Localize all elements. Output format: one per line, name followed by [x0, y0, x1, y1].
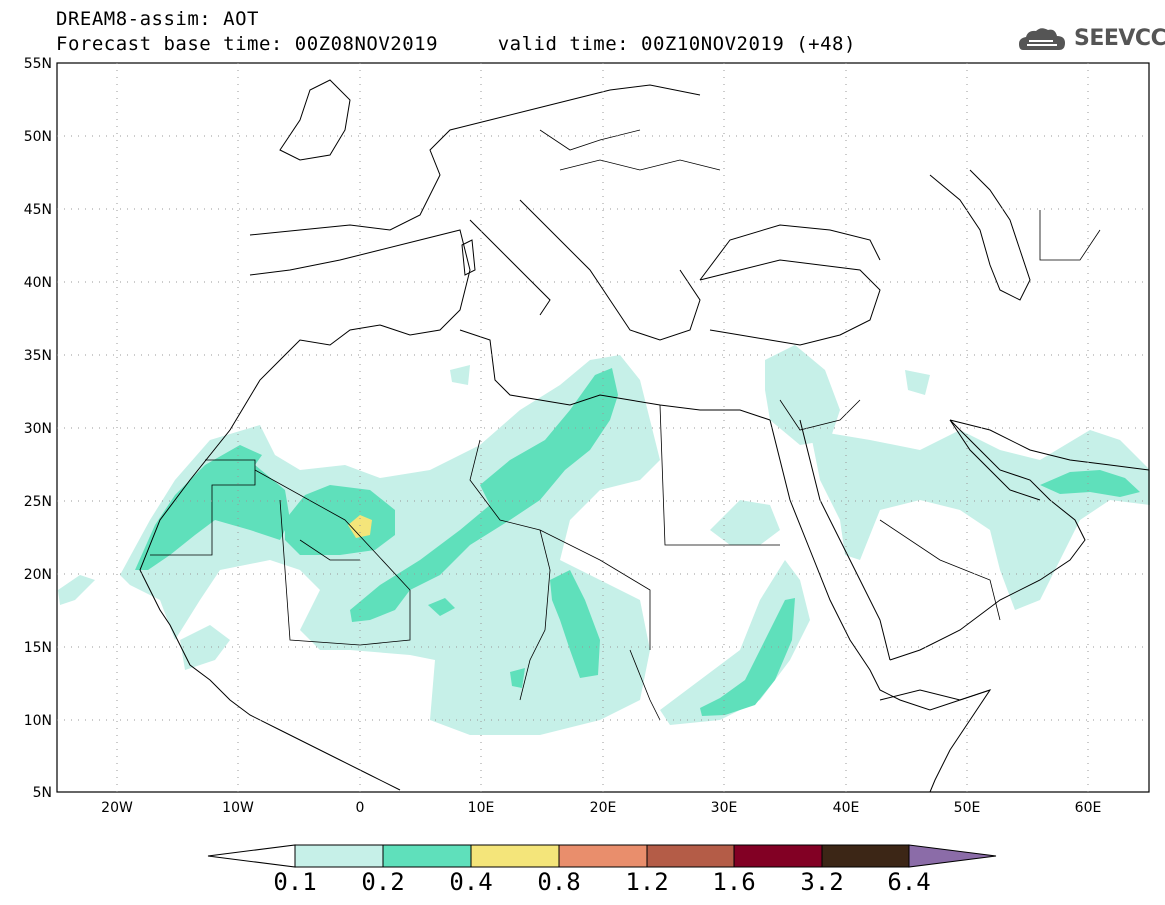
aot-band-0.1: [765, 345, 840, 445]
colorbar-segment: [821, 844, 910, 868]
coastline-red-sea: [769, 419, 991, 711]
colorbar-low-arrow: [207, 844, 296, 868]
border-line: [629, 649, 661, 721]
lon-labels: 20W 10W 0 10E 20E 30E 40E 50E 60E: [101, 800, 1101, 816]
lat-label: 50N: [24, 129, 52, 145]
aot-band-0.2: [135, 445, 290, 570]
lat-label: 15N: [24, 640, 52, 656]
colorbar-label: 3.2: [800, 868, 844, 896]
lon-label: 10E: [468, 800, 495, 816]
border-line: [469, 439, 651, 650]
border-line: [659, 404, 780, 546]
colorbar-label: 0.8: [537, 868, 581, 896]
map-title: DREAM8-assim: AOT: [56, 8, 259, 30]
border-line: [1039, 210, 1101, 261]
lon-label: 0: [356, 800, 365, 816]
lon-label: 50E: [954, 800, 981, 816]
lat-label: 45N: [24, 202, 52, 218]
coastline-uk: [279, 79, 351, 161]
coastline-black-sea: [699, 224, 881, 281]
lat-label: 55N: [24, 56, 52, 72]
coastline-caspian: [929, 169, 1031, 301]
coastline-africa-west: [139, 229, 471, 791]
coastline-iran: [949, 419, 1150, 471]
lat-label: 10N: [24, 713, 52, 729]
coastline-europe: [249, 84, 701, 236]
colorbar-label: 1.6: [712, 868, 756, 896]
coastline-sardinia: [461, 239, 476, 276]
cloud-icon: [1019, 28, 1065, 50]
border-line: [150, 459, 256, 556]
aot-band-0.4-group: [348, 515, 372, 538]
border-line: [539, 129, 641, 151]
aot-band-0.1: [120, 355, 660, 735]
coastline-africa-north: [459, 329, 771, 421]
aot-band-0.2: [428, 598, 455, 616]
coastline-turkey: [699, 259, 881, 346]
lon-label: 40E: [833, 800, 860, 816]
colorbar-label: 1.2: [625, 868, 669, 896]
aot-band-0.2: [550, 570, 600, 678]
lon-label: 20W: [101, 800, 133, 816]
colorbar-segment: [470, 844, 560, 868]
coastlines: [139, 79, 1150, 793]
border-line: [779, 399, 861, 431]
lat-labels: 55N 50N 45N 40N 35N 30N 25N 20N 15N 10N …: [24, 56, 52, 801]
aot-band-0.1: [58, 575, 95, 605]
forecast-time-line: Forecast base time: 00Z08NOV2019 valid t…: [56, 33, 856, 55]
lon-label: 10W: [222, 800, 254, 816]
lat-label: 20N: [24, 567, 52, 583]
border-line: [519, 529, 551, 701]
border-line: [299, 539, 360, 561]
borders: [150, 129, 1101, 721]
grid: [57, 63, 1149, 792]
aot-band-0.2: [510, 668, 525, 688]
lon-label: 60E: [1075, 800, 1102, 816]
colorbar-high-arrow: [908, 844, 997, 868]
colorbar-segment: [558, 844, 648, 868]
coastline-persian-gulf: [949, 419, 1041, 501]
aot-band-0.1: [660, 560, 810, 725]
colorbar-label: 0.2: [361, 868, 405, 896]
border-line: [559, 159, 721, 171]
lat-label: 30N: [24, 421, 52, 437]
lat-label: 40N: [24, 275, 52, 291]
lat-label: 5N: [33, 785, 52, 801]
aot-band-0.2: [350, 368, 618, 622]
lon-label: 20E: [590, 800, 617, 816]
border-line: [254, 469, 411, 646]
colorbar-label: 0.1: [273, 868, 317, 896]
coastline-horn: [879, 689, 992, 793]
colorbar-segment: [294, 844, 384, 868]
aot-band-0.1: [450, 365, 470, 385]
colorbar-label: 6.4: [887, 868, 931, 896]
colorbar: [207, 844, 997, 868]
colorbar-segment: [382, 844, 472, 868]
lon-label: 30E: [711, 800, 738, 816]
aot-band-0.2: [1040, 470, 1140, 497]
aot-band-0.1: [905, 370, 930, 395]
lat-label: 35N: [24, 348, 52, 364]
colorbar-segment: [733, 844, 823, 868]
coastline-red-sea-east: [799, 419, 891, 661]
aot-band-0.2-group: [135, 368, 1140, 716]
coastline-balkans: [519, 199, 701, 341]
coastline-arabia: [889, 419, 1086, 661]
colorbar-segment: [646, 844, 735, 868]
aot-band-0.1: [710, 500, 780, 545]
border-line: [879, 519, 1001, 621]
lat-label: 25N: [24, 494, 52, 510]
aot-band-0.4: [348, 515, 372, 538]
colorbar-label: 0.4: [449, 868, 493, 896]
aot-band-0.2: [700, 598, 795, 716]
seevccc-logo: SEEVCCC: [1074, 26, 1165, 51]
coastline-italy: [469, 219, 551, 316]
aot-band-0.2: [285, 485, 395, 555]
